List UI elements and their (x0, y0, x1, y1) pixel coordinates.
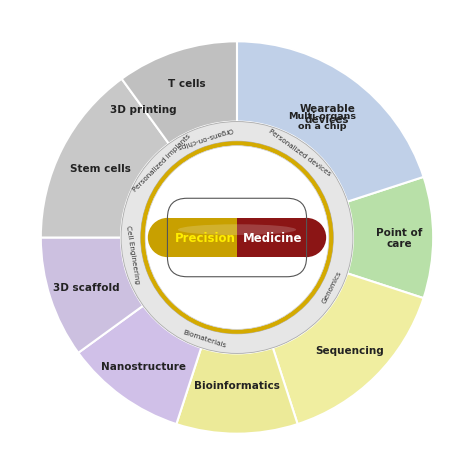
Text: Biomaterials: Biomaterials (182, 329, 227, 348)
Text: Point of
care: Point of care (376, 227, 422, 249)
Text: 3D printing: 3D printing (110, 105, 177, 115)
Bar (237, 218, 307, 258)
Text: T cells: T cells (168, 79, 206, 89)
Wedge shape (50, 42, 237, 202)
Ellipse shape (148, 218, 187, 258)
Text: Wearable
devices: Wearable devices (299, 103, 355, 125)
Bar (167, 218, 237, 258)
Wedge shape (41, 79, 169, 238)
Wedge shape (176, 348, 298, 434)
Text: Genomics: Genomics (321, 269, 342, 303)
Text: Bioinformatics: Bioinformatics (194, 380, 280, 390)
Wedge shape (121, 122, 353, 354)
Text: Medicine: Medicine (243, 231, 302, 245)
Wedge shape (122, 42, 237, 144)
Ellipse shape (287, 218, 326, 258)
Text: Personalized implants: Personalized implants (132, 133, 192, 193)
Wedge shape (141, 142, 333, 334)
Wedge shape (273, 274, 424, 424)
Wedge shape (237, 42, 424, 202)
Text: Sequencing: Sequencing (315, 345, 383, 355)
Wedge shape (347, 178, 433, 298)
Text: Organs-on-chips: Organs-on-chips (175, 125, 233, 149)
Text: 3D scaffold: 3D scaffold (53, 282, 119, 292)
Text: Multi-organs
on a chip: Multi-organs on a chip (288, 112, 356, 131)
Text: Nanostructure: Nanostructure (101, 361, 186, 371)
Wedge shape (78, 306, 201, 424)
Text: Cell Engineering: Cell Engineering (125, 225, 140, 284)
Ellipse shape (178, 225, 296, 236)
Text: Personalized devices: Personalized devices (267, 128, 332, 177)
Wedge shape (41, 238, 143, 353)
Text: Stem cells: Stem cells (70, 164, 131, 174)
Wedge shape (237, 42, 424, 202)
Text: Precision: Precision (174, 231, 235, 245)
Circle shape (145, 146, 329, 330)
